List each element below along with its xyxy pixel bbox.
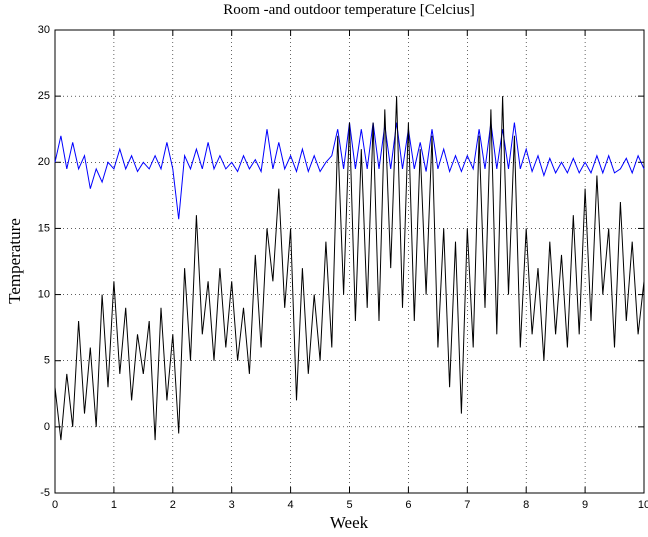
x-axis-label: Week <box>330 513 369 532</box>
y-tick-label: 5 <box>44 355 50 367</box>
y-tick-label: 10 <box>38 288 50 300</box>
x-tick-label: 0 <box>52 499 58 511</box>
chart-title: Room -and outdoor temperature [Celcius] <box>223 2 475 18</box>
data-line <box>54 96 645 441</box>
y-tick-label: 15 <box>38 222 50 234</box>
plot-frame <box>54 29 645 494</box>
x-tick-label: 5 <box>346 499 352 511</box>
x-tick-label: 1 <box>111 499 117 511</box>
y-tick-label: 25 <box>38 90 50 102</box>
y-tick-label: 20 <box>38 156 50 168</box>
y-tick-label: 0 <box>44 421 50 433</box>
x-tick-label: 10 <box>638 499 648 511</box>
y-tick-label: 30 <box>38 24 50 36</box>
x-tick-label: 4 <box>288 499 294 511</box>
x-tick-label: 3 <box>229 499 235 511</box>
x-tick-label: 2 <box>170 499 176 511</box>
y-tick-label: -5 <box>40 487 50 499</box>
x-tick-label: 8 <box>523 499 529 511</box>
x-tick-label: 9 <box>582 499 588 511</box>
y-axis-label: Temperature <box>5 218 24 304</box>
x-tick-label: 6 <box>405 499 411 511</box>
x-tick-label: 7 <box>464 499 470 511</box>
